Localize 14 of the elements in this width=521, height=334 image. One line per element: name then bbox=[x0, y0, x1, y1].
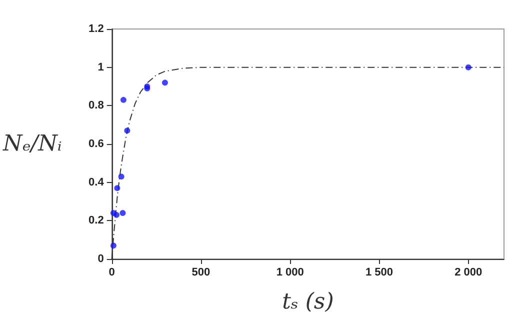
x-tick-label: 500 bbox=[192, 266, 210, 278]
y-tick-label: 0.6 bbox=[88, 138, 104, 150]
y-tick-label: 1 bbox=[98, 61, 104, 74]
y-tick-label: 0.2 bbox=[88, 214, 104, 227]
y-tick-label: 1.2 bbox=[88, 23, 104, 35]
x-tick-label: 1 500 bbox=[365, 266, 393, 278]
y-tick-label: 0.8 bbox=[88, 100, 104, 112]
x-tick-label: 2 000 bbox=[454, 266, 482, 278]
x-axis-title: tₛ (s) bbox=[282, 290, 334, 314]
y-axis-title: Nₑ/Nᵢ bbox=[2, 132, 62, 156]
y-tick-label: 0.4 bbox=[88, 176, 105, 188]
y-tick-label: 0 bbox=[98, 253, 104, 265]
x-tick-label: 1 000 bbox=[276, 266, 304, 278]
x-tick-label: 0 bbox=[108, 266, 115, 278]
